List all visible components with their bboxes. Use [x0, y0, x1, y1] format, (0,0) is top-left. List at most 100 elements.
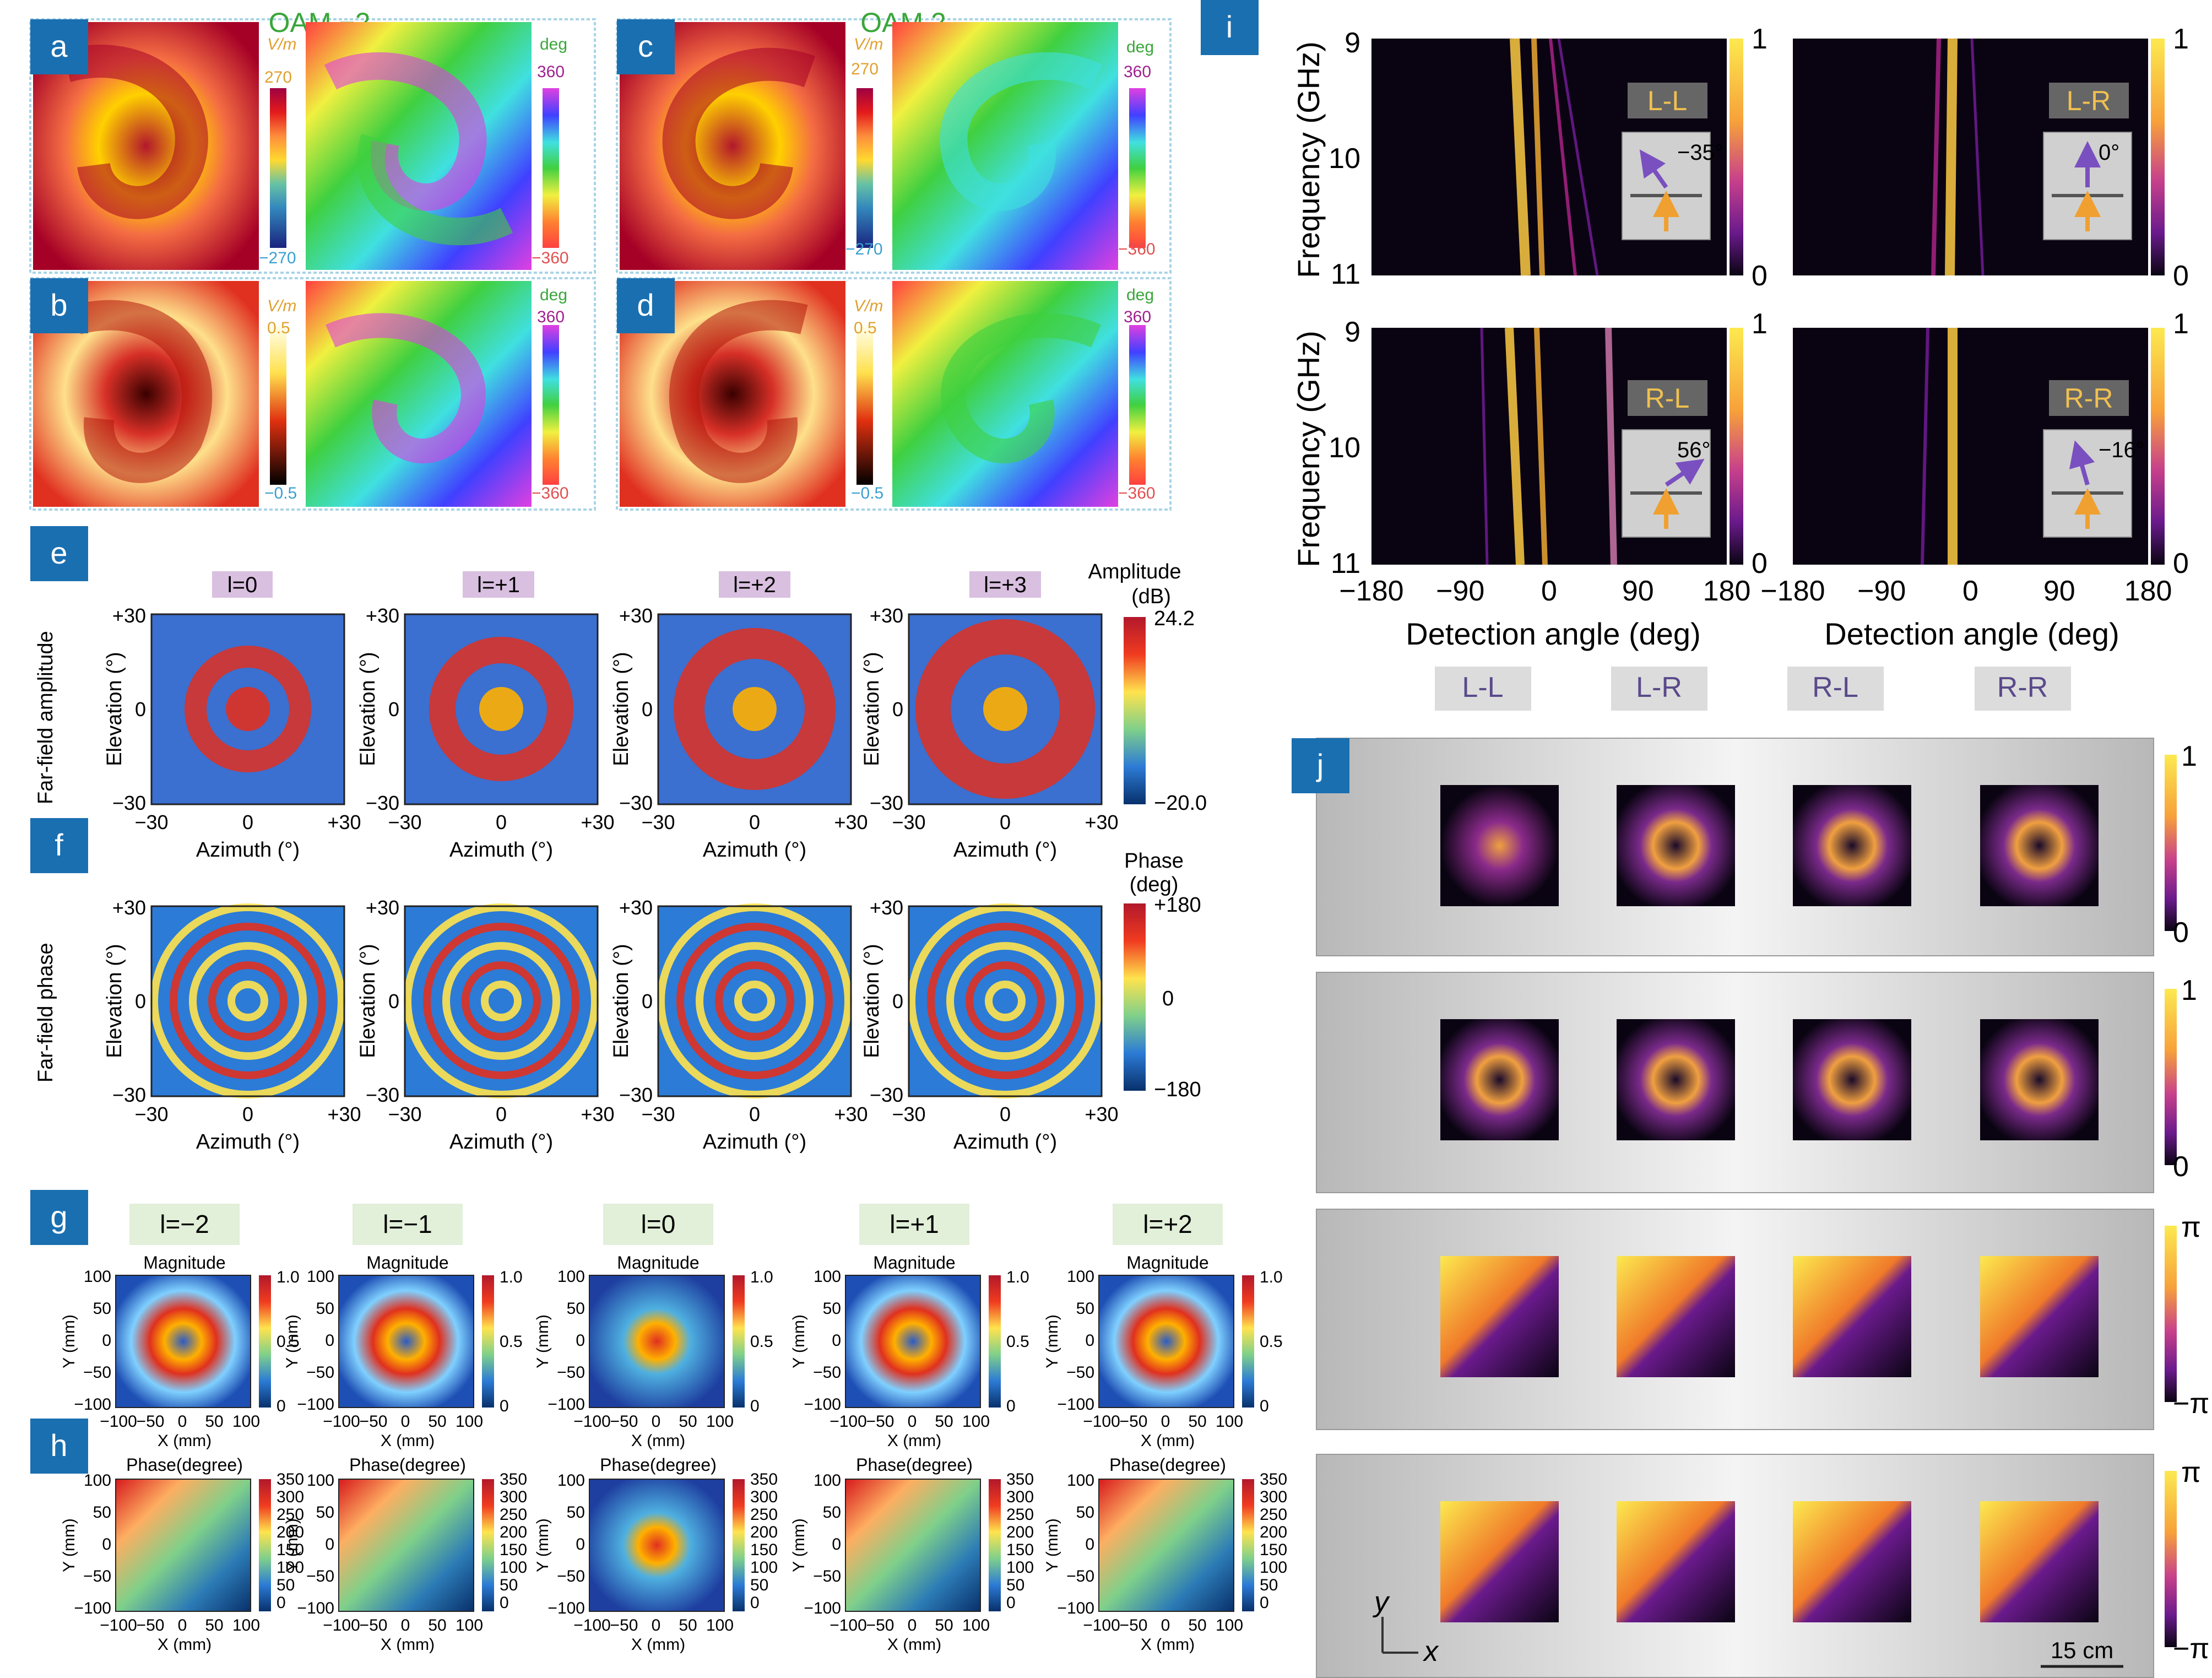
ef-xtick: −30 [388, 1103, 421, 1125]
panel-j-row-2: π −π [1316, 1209, 2209, 1430]
cb-d-phase-unit: deg [1126, 286, 1154, 304]
gh-ytick: 100 [557, 1471, 585, 1490]
h-cb-tick: 350 [750, 1470, 778, 1488]
ef-xtick: +30 [327, 811, 361, 833]
gh-ylabel: Y (mm) [790, 1314, 808, 1368]
panel-letter-b: b [50, 288, 67, 322]
gh-ytick: −100 [74, 1395, 111, 1414]
gh-ytick: 0 [1085, 1535, 1094, 1553]
panel-e-mode-tags: l=0 l=+1 l=+2 l=+3 [212, 571, 1041, 598]
gh-xtick: 0 [1161, 1616, 1170, 1634]
ef-xlabel: Azimuth (°) [449, 838, 553, 862]
i-ylabel-bot: Frequency (GHz) [1291, 331, 1326, 567]
i-cb-bot-3: 0 [1752, 548, 1768, 580]
i-ytick-11-top: 11 [1331, 258, 1360, 290]
gh-ytick: 0 [576, 1535, 585, 1553]
h-cb-tick: 50 [500, 1576, 518, 1594]
f-cb-top: +180 [1154, 894, 1201, 917]
gh-ytick: 100 [307, 1268, 334, 1286]
j-map-cell [1440, 785, 1559, 906]
gh-xtick: 100 [232, 1616, 260, 1634]
mode-tag-g-0: l=−2 [160, 1210, 209, 1238]
gh-xtick: 0 [178, 1616, 187, 1634]
i-map-label: L-R [2067, 85, 2111, 116]
mode-tag-g-2: l=0 [641, 1210, 676, 1238]
gh-ytick: −50 [813, 1363, 841, 1382]
gh-ytick: 100 [84, 1268, 111, 1286]
g-title: Magnitude [366, 1253, 448, 1273]
i-cb-bot-1: 0 [1752, 260, 1768, 292]
ef-ylabel: Elevation (°) [356, 944, 379, 1058]
i-xtick: 180 [2124, 575, 2172, 607]
h-title: Phase(degree) [126, 1455, 243, 1475]
h-cb-tick: 50 [276, 1576, 295, 1594]
j-map-cell [1980, 785, 2099, 906]
gh-ytick: 50 [823, 1503, 841, 1522]
i-xlabel-right: Detection angle (deg) [1824, 616, 2119, 651]
gh-xtick: 0 [908, 1412, 917, 1431]
i-angle: 56° [1677, 438, 1711, 462]
j-map-cell [1617, 1501, 1735, 1622]
e-cb-top: 24.2 [1154, 607, 1195, 630]
gh-ytick: 50 [823, 1300, 841, 1318]
ef-xtick: 0 [1000, 1103, 1011, 1125]
panel-j-row-3: π −π [1316, 1454, 2209, 1678]
panel-i-insets: L-L −35° L-R 0° R-L 56° R-R −16° [1622, 83, 2145, 538]
panel-badge-g: g [30, 1190, 88, 1245]
gh-ytick: −100 [1057, 1599, 1094, 1617]
g-cb-tick: 0 [1260, 1397, 1269, 1415]
gh-xtick: 100 [1216, 1616, 1243, 1634]
gh-ytick: −100 [1057, 1395, 1094, 1414]
gh-xtick: 0 [178, 1412, 187, 1431]
h-cb-tick: 50 [750, 1576, 768, 1594]
ef-ytick: +30 [619, 896, 653, 919]
g-cb-tick: 0.5 [1006, 1333, 1029, 1351]
e-cb-bot: −20.0 [1154, 792, 1207, 815]
gh-xtick: 0 [401, 1616, 410, 1634]
i-map-label: R-R [2064, 383, 2113, 414]
i-inset-L-R: L-R 0° [2043, 83, 2132, 240]
ef-ytick: −30 [112, 1084, 146, 1106]
ef-ytick: +30 [112, 604, 146, 627]
h-cb-tick: 50 [1260, 1576, 1278, 1594]
i-ytick-9-top: 9 [1344, 27, 1360, 59]
i-inset-L-L: L-L −35° [1622, 83, 1723, 240]
cb-c-amp-top: 270 [851, 60, 879, 78]
gh-xlabel: X (mm) [381, 1636, 435, 1654]
h-cb-tick: 0 [500, 1594, 509, 1612]
gh-ytick: 50 [316, 1300, 334, 1318]
gh-xtick: −50 [866, 1616, 894, 1634]
h-cb-tick: 200 [276, 1523, 304, 1541]
g-title: Magnitude [143, 1253, 225, 1273]
gh-xtick: 0 [401, 1412, 410, 1431]
h-cb-tick: 100 [1006, 1558, 1034, 1577]
h-cb-tick: 0 [750, 1594, 760, 1612]
h-cb-tick: 350 [1006, 1470, 1034, 1488]
g-title: Magnitude [873, 1253, 955, 1273]
i-map-label: L-L [1647, 85, 1687, 116]
h-cb-tick: 150 [276, 1541, 304, 1559]
gh-ytick: −50 [83, 1567, 111, 1585]
gh-ytick: 0 [1085, 1331, 1094, 1350]
i-xtick: 0 [1541, 575, 1557, 607]
ef-xtick: 0 [242, 811, 253, 833]
ef-ytick: +30 [112, 896, 146, 919]
i-cb-bot-4: 0 [2173, 548, 2189, 580]
h-cb-tick: 300 [276, 1488, 304, 1506]
gh-xtick: −100 [323, 1616, 360, 1634]
gh-ytick: −100 [74, 1599, 111, 1617]
gh-ytick: 100 [814, 1268, 841, 1286]
panel-e-colorbar: Amplitude (dB) 24.2 −20.0 [1088, 560, 1207, 815]
ef-ytick: −30 [870, 1084, 903, 1106]
ef-ylabel: Elevation (°) [103, 944, 126, 1058]
gh-ylabel: Y (mm) [283, 1314, 301, 1368]
panel-badge-j: j [1292, 738, 1349, 793]
h-cb-tick: 250 [1006, 1506, 1034, 1524]
cb-c-phase-unit: deg [1126, 38, 1154, 56]
gh-xtick: 0 [908, 1616, 917, 1634]
ef-xtick: 0 [496, 1103, 507, 1125]
j-col-label-3: R-R [1997, 672, 2048, 703]
panel-i-colorbars [1730, 39, 2165, 565]
j-cb-top: π [2181, 1211, 2201, 1243]
